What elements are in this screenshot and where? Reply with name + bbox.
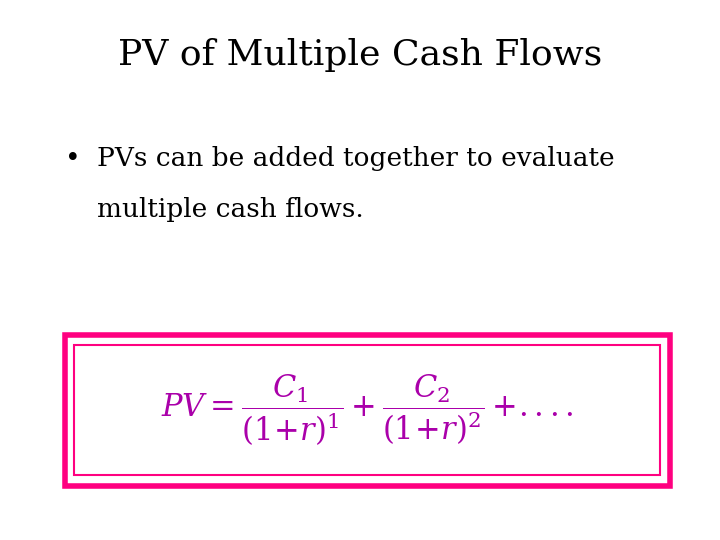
Text: $\mathit{PV} = \dfrac{C_1}{(1\!+\!r)^{1}} + \dfrac{C_2}{(1\!+\!r)^{2}} +\!....$: $\mathit{PV} = \dfrac{C_1}{(1\!+\!r)^{1}… — [161, 373, 573, 448]
FancyBboxPatch shape — [74, 346, 660, 475]
Text: PV of Multiple Cash Flows: PV of Multiple Cash Flows — [118, 38, 602, 72]
Text: PVs can be added together to evaluate: PVs can be added together to evaluate — [97, 146, 615, 171]
Text: •: • — [65, 146, 81, 171]
Text: multiple cash flows.: multiple cash flows. — [97, 197, 364, 222]
FancyBboxPatch shape — [65, 335, 670, 486]
